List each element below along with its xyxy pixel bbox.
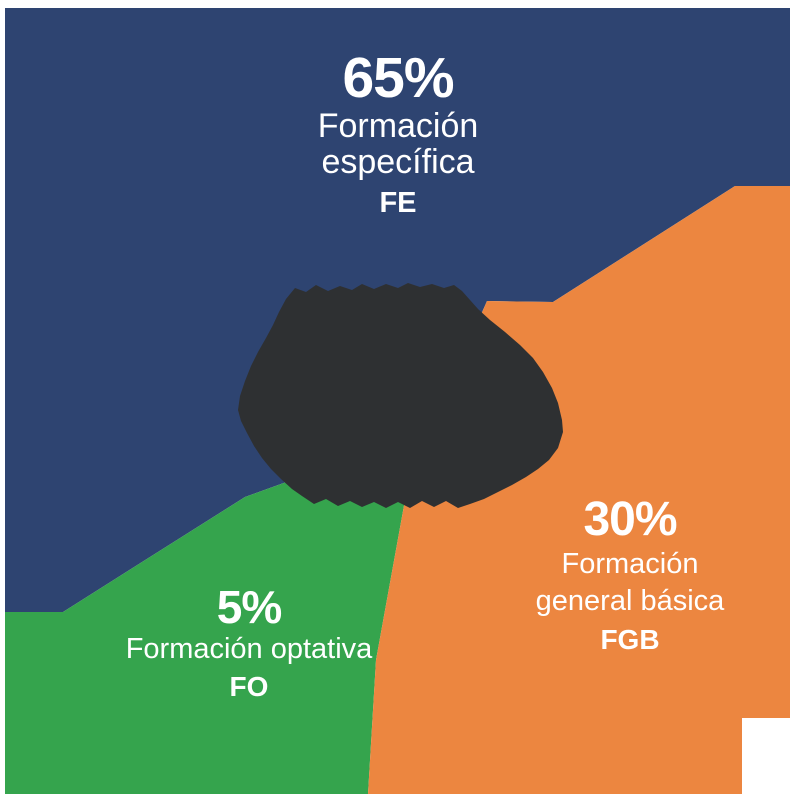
- segment-fo-shape: [5, 430, 430, 794]
- center-ink-blob: [238, 283, 563, 508]
